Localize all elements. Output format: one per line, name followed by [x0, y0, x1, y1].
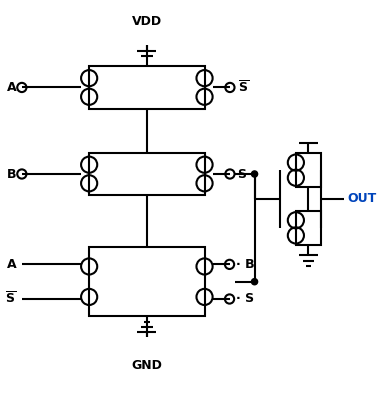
Text: A: A — [7, 81, 16, 94]
Text: · B: · B — [236, 258, 255, 271]
Text: $\overline{\mathregular{S}}$: $\overline{\mathregular{S}}$ — [5, 291, 16, 307]
Bar — [296, 211, 321, 245]
Text: VDD: VDD — [132, 15, 162, 28]
Bar — [89, 66, 205, 109]
Text: OUT: OUT — [347, 193, 376, 205]
Bar — [89, 247, 205, 316]
Text: GND: GND — [131, 359, 162, 372]
Circle shape — [251, 279, 257, 285]
Text: A: A — [7, 258, 16, 271]
Bar — [89, 153, 205, 195]
Text: B: B — [7, 168, 16, 181]
Text: · S: · S — [236, 293, 254, 306]
Bar — [296, 153, 321, 187]
Text: $\overline{\mathregular{S}}$: $\overline{\mathregular{S}}$ — [238, 80, 249, 95]
Circle shape — [251, 171, 257, 177]
Text: S: S — [238, 168, 247, 181]
